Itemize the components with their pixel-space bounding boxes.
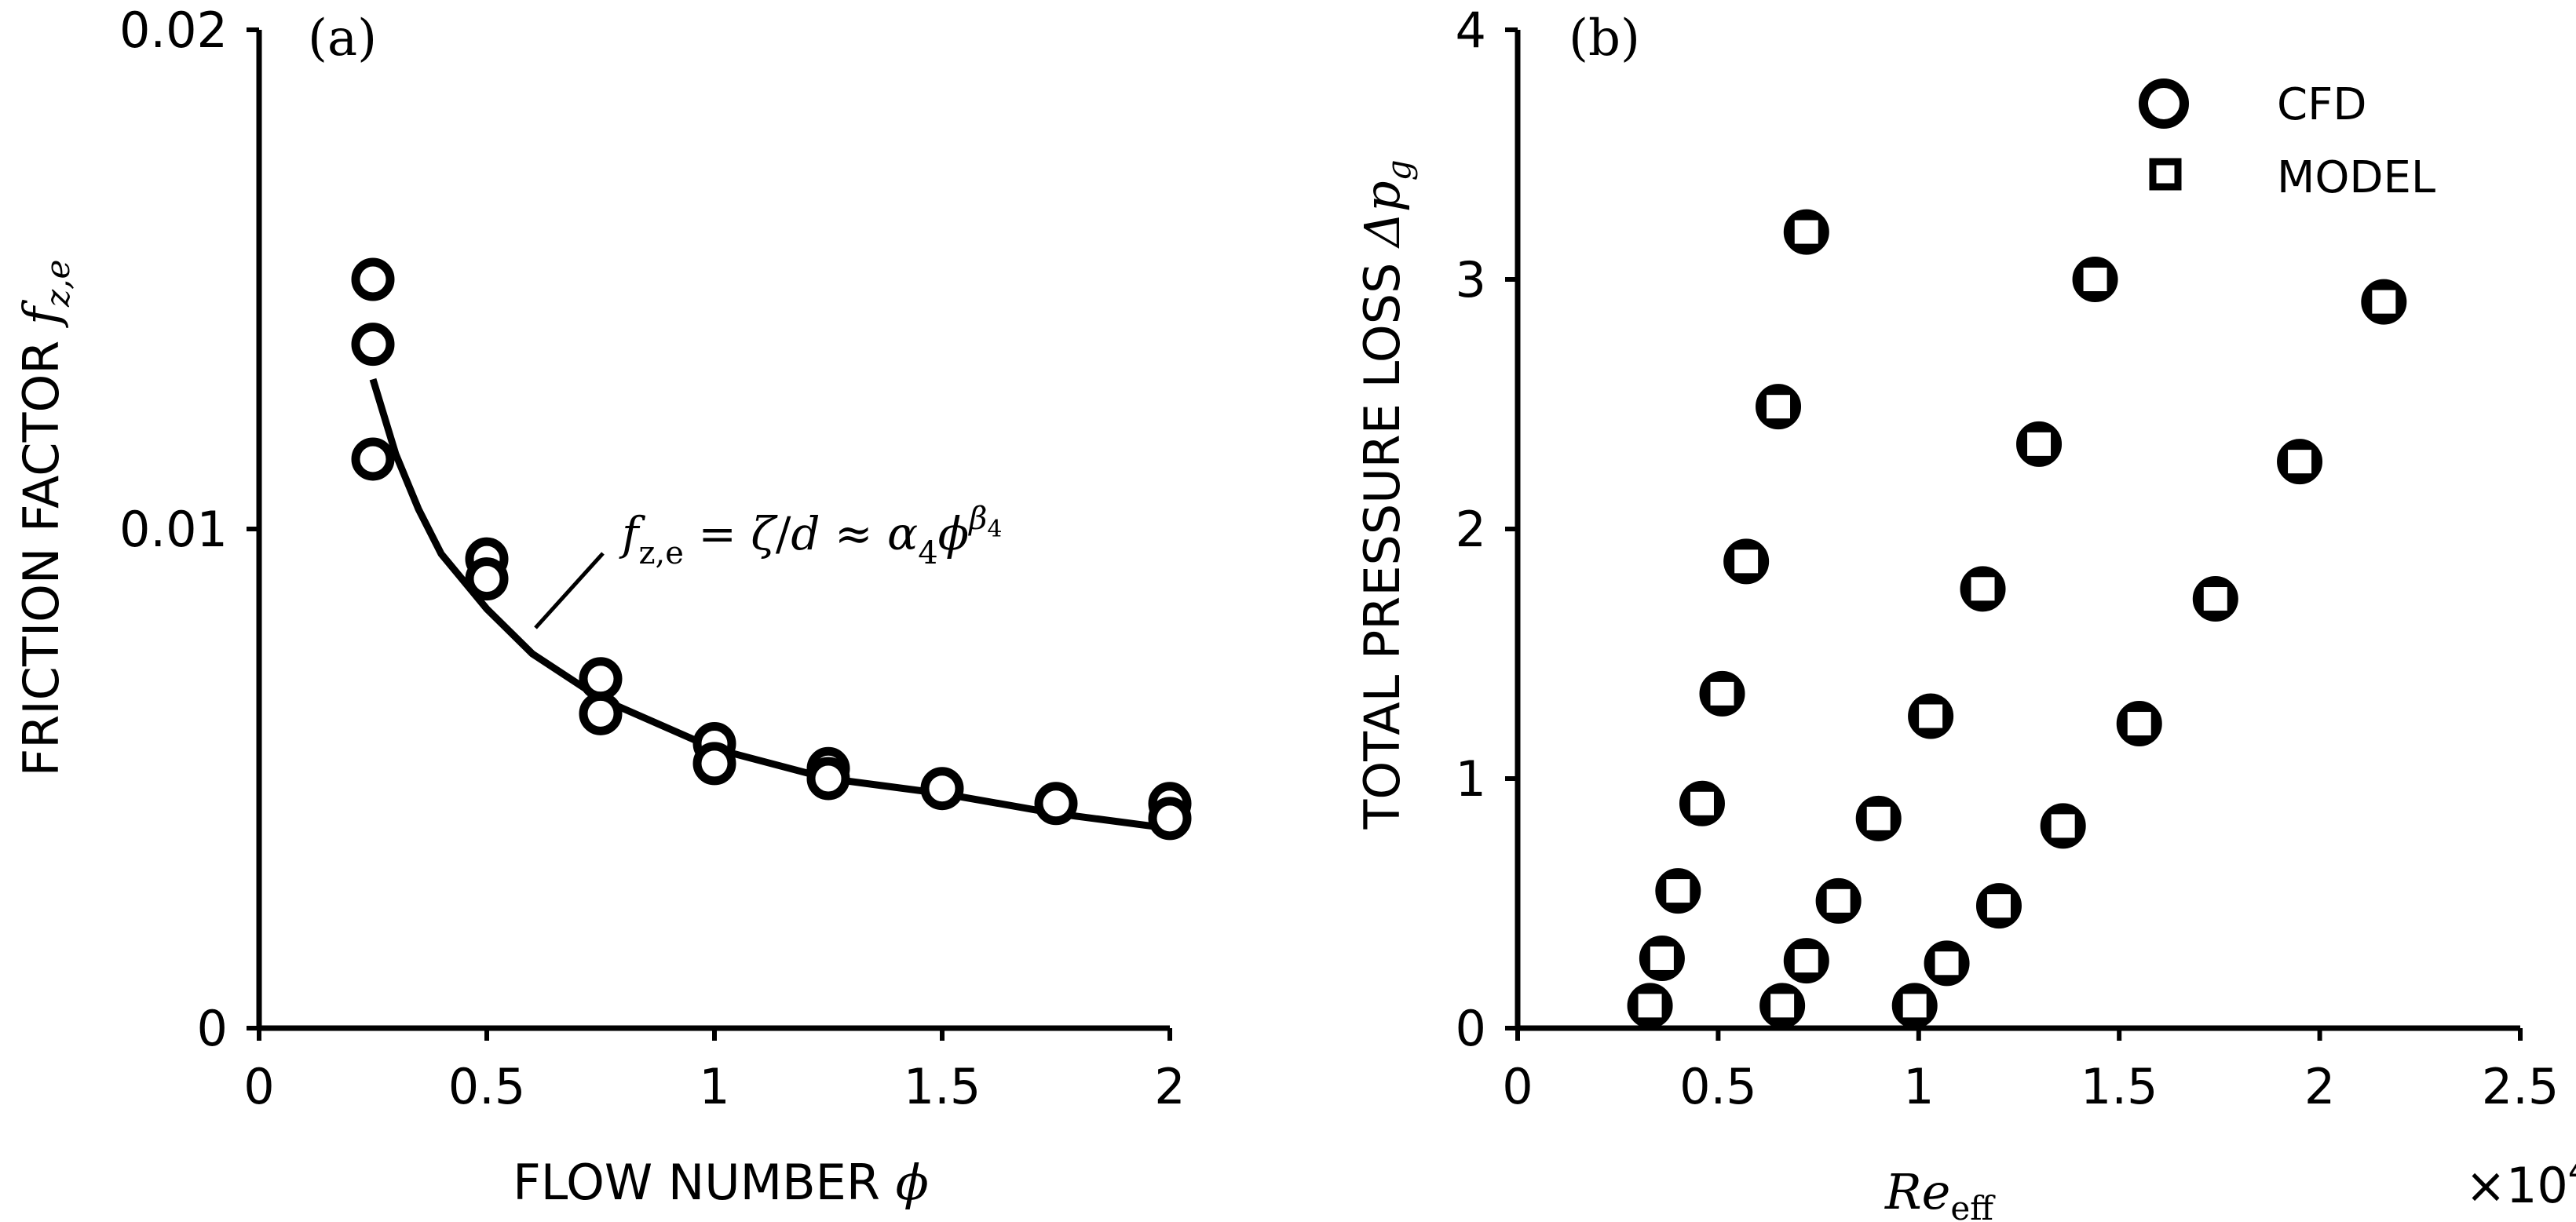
panel-a-y-tick-label: 0.01: [119, 501, 228, 558]
model-point: [1638, 994, 1662, 1018]
panel-a-ticks: 0 0.5 1 1.5 2 0 0.01 0.02: [119, 2, 1186, 1115]
panel-b-x-tick-label: 1.5: [2081, 1058, 2158, 1115]
model-point: [2288, 450, 2312, 474]
panel-a-x-tick-label: 0: [243, 1058, 274, 1115]
model-point: [1767, 395, 1791, 419]
cfd-point: [1034, 782, 1078, 826]
cfd-point: [692, 742, 736, 786]
annotation-leader: [534, 552, 605, 629]
panel-b-multiplier: ×104: [2465, 1151, 2576, 1214]
fit-annotation: fz,e = ζ/d ≈ α4ϕβ4: [619, 501, 1002, 571]
cfd-point: [465, 557, 509, 601]
panel-a-x-tick-label: 0.5: [448, 1058, 526, 1115]
model-point: [2127, 712, 2151, 736]
legend-cfd-marker: [2139, 78, 2189, 129]
panel-a-points: [351, 257, 1192, 841]
panel-a-label: (a): [308, 9, 377, 67]
model-point: [1935, 951, 1959, 976]
model-point: [2372, 290, 2396, 314]
cfd-point: [351, 257, 395, 301]
model-point: [1794, 220, 1818, 244]
model-point: [1794, 949, 1818, 973]
cfd-point: [1148, 797, 1192, 841]
panel-b-x-tick-label: 0.5: [1679, 1058, 1757, 1115]
panel-b-xlabel: Reeff: [1884, 1163, 1996, 1222]
model-point: [1710, 681, 1734, 706]
legend-cfd-label: CFD: [2277, 79, 2366, 130]
panel-b-ticks: 0 0.5 1 1.5 2 2.5 0 1 2 3 4: [1456, 2, 2560, 1115]
panel-b-y-tick-label: 4: [1456, 2, 1486, 59]
panel-a-x-tick-label: 1: [699, 1058, 729, 1115]
model-point: [1866, 806, 1891, 830]
model-point: [2203, 587, 2227, 611]
panel-b-ylabel: TOTAL PRESSURE LOSS Δpg: [1354, 160, 1418, 830]
cfd-point: [579, 657, 623, 701]
fit-curve: [369, 378, 1171, 833]
cfd-point: [579, 691, 623, 735]
model-point: [1770, 994, 1795, 1018]
panel-a-y-tick-label: 0.02: [119, 2, 228, 59]
panel-b-y-tick-label: 0: [1456, 1000, 1486, 1057]
model-point: [2051, 814, 2075, 838]
cfd-point: [351, 437, 395, 481]
legend-model-marker: [2149, 158, 2182, 191]
panel-b-x-tick-label: 2: [2304, 1058, 2335, 1115]
panel-b-y-tick-label: 2: [1456, 501, 1486, 558]
panel-b-label: (b): [1569, 9, 1640, 67]
model-point: [1734, 549, 1759, 574]
model-point: [1986, 894, 2011, 918]
model-point: [1826, 888, 1851, 913]
model-point: [1650, 946, 1674, 970]
panel-b-y-tick-label: 3: [1456, 251, 1486, 308]
panel-a-x-tick-label: 2: [1154, 1058, 1185, 1115]
model-point: [1919, 704, 1943, 728]
panel-b: (b) 0 0.5 1 1.5 2 2.5 0 1 2 3 4 CFD MODEL Reeff ×1…: [1354, 2, 2576, 1222]
panel-b-x-tick-label: 1: [1903, 1058, 1934, 1115]
model-point: [1666, 879, 1690, 903]
panel-b-y-tick-label: 1: [1456, 750, 1486, 808]
panel-a-y-tick-label: 0: [197, 1000, 228, 1057]
model-point: [2027, 432, 2052, 456]
panel-b-x-tick-label: 0: [1502, 1058, 1533, 1115]
cfd-point: [920, 767, 964, 811]
cfd-point: [351, 323, 395, 367]
legend-model-label: MODEL: [2277, 152, 2435, 203]
panel-a: (a) 0 0.5 1 1.5 2 0 0.01 0.02 fz,e = ζ/d ≈ α4ϕβ…: [13, 2, 1192, 1211]
model-point: [2083, 268, 2107, 291]
cfd-point: [806, 757, 850, 801]
panel-b-points: [1627, 209, 2407, 1029]
panel-a-xlabel: FLOW NUMBER ϕ: [513, 1154, 929, 1211]
panel-b-x-tick-label: 2.5: [2482, 1058, 2560, 1115]
model-point: [1690, 791, 1714, 815]
legend: CFD MODEL: [2139, 78, 2435, 203]
model-point: [1971, 577, 1995, 601]
panel-a-x-tick-label: 1.5: [904, 1058, 981, 1115]
model-point: [1902, 994, 1927, 1018]
panel-a-ylabel: FRICTION FACTOR fz,e: [13, 260, 77, 777]
